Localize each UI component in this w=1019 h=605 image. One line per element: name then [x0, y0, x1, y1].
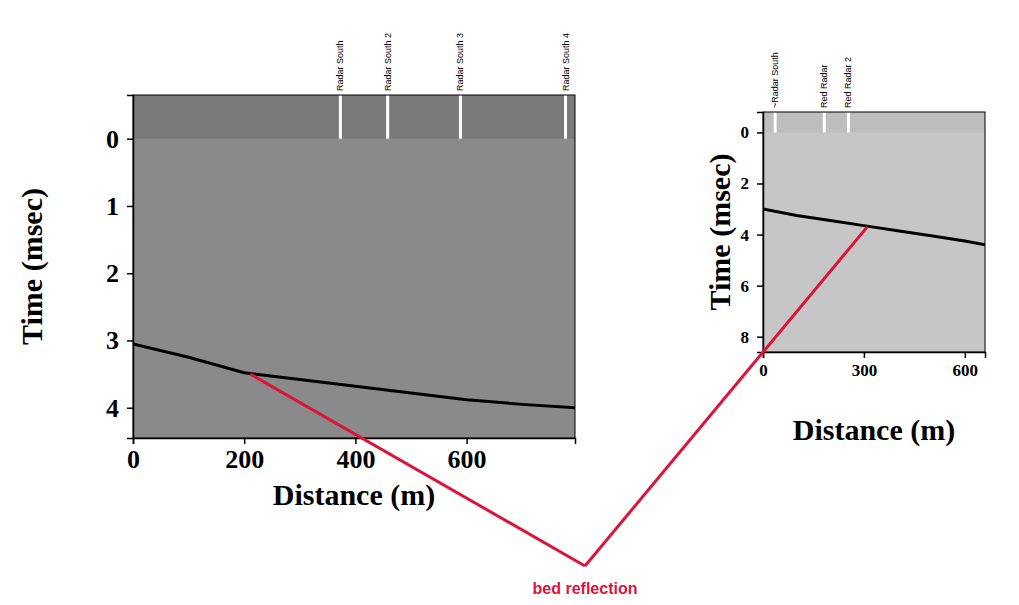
y-tick: 8: [741, 328, 764, 347]
y-tick-label: 3: [106, 326, 119, 355]
y-tick-mark: [127, 206, 133, 208]
marker-label: ~Radar South: [770, 52, 780, 108]
plot-background: [763, 112, 985, 352]
y-axis-line: [127, 96, 134, 439]
y-axis-line: [757, 113, 764, 353]
y-tick-label: 4: [741, 225, 750, 244]
panel: 0 200 400 600 0 1 2 3 4 Distance (m) Time (msec) Ra…: [15, 33, 576, 512]
marker-label: Red Radar 2: [843, 57, 853, 108]
reflector-line: [133, 344, 575, 408]
y-tick-mark: [757, 183, 763, 185]
marker-label: Radar South 3: [455, 33, 465, 91]
y-tick: 0: [106, 125, 133, 154]
x-axis: 0 200 400 600: [127, 438, 576, 474]
marker-label: Red Radar: [819, 64, 829, 108]
x-tick: 0: [127, 438, 140, 474]
y-tick-mark: [757, 132, 763, 134]
leader-line: [585, 227, 867, 566]
x-tick-label: 400: [336, 445, 375, 474]
x-tick-label: 300: [852, 361, 878, 380]
y-tick-label: 4: [106, 394, 119, 423]
marker-label: Radar South: [335, 40, 345, 91]
x-axis-title: Distance (m): [793, 413, 955, 447]
y-tick: 4: [106, 394, 133, 423]
marks: [763, 112, 985, 245]
marker-line: [386, 95, 389, 139]
y-tick-mark: [757, 285, 763, 287]
marker-line: [339, 95, 342, 139]
x-tick-label: 600: [448, 445, 487, 474]
y-tick-label: 0: [741, 123, 750, 142]
y-tick-label: 2: [741, 174, 750, 193]
x-tick: 300: [852, 352, 878, 380]
y-tick: 1: [106, 192, 133, 221]
marker-line: [774, 112, 777, 132]
header-band: [763, 112, 985, 132]
marker-line: [847, 112, 850, 132]
y-tick: 3: [106, 326, 133, 355]
marks: [133, 95, 575, 408]
header-band: [133, 95, 575, 139]
y-tick-mark: [127, 138, 133, 140]
y-tick-mark: [127, 407, 133, 409]
y-tick-label: 8: [741, 328, 750, 347]
x-axis-title: Distance (m): [273, 478, 435, 512]
annotation: bed reflection: [250, 227, 867, 597]
plot-frame: [763, 112, 985, 352]
y-axis-title: Time (msec): [15, 188, 49, 345]
x-tick: 200: [225, 438, 264, 474]
x-tick: 600: [448, 438, 487, 474]
y-tick-label: 1: [106, 192, 119, 221]
x-tick-label: 200: [225, 445, 264, 474]
x-tick-label: 600: [953, 361, 979, 380]
y-tick: 2: [741, 174, 764, 193]
y-tick-mark: [127, 273, 133, 275]
panel: 0 300 600 0 2 4 6 8 Distance (m) Time (msec) ~Rada…: [703, 52, 986, 447]
y-tick-mark: [127, 340, 133, 342]
x-axis: 0 300 600: [759, 352, 985, 380]
figure: 020040060001234Distance (m)Time (msec)Ra…: [0, 0, 1019, 605]
x-tick-mark: [244, 438, 246, 444]
y-axis: 0 1 2 3 4: [106, 96, 134, 439]
y-tick-label: 2: [106, 259, 119, 288]
marker-label: Radar South 2: [383, 33, 393, 91]
marker-label: Radar South 4: [561, 33, 571, 91]
y-tick: 6: [741, 277, 764, 296]
marker-line: [564, 95, 567, 139]
x-tick-mark: [466, 438, 468, 444]
x-tick-mark: [355, 438, 357, 444]
y-tick: 4: [741, 225, 764, 244]
x-tick-mark: [864, 352, 866, 358]
x-tick-label: 0: [127, 445, 140, 474]
y-tick-label: 6: [741, 277, 750, 296]
marker-line: [459, 95, 462, 139]
y-tick: 2: [106, 259, 133, 288]
y-tick-mark: [757, 336, 763, 338]
y-axis-title: Time (msec): [703, 154, 737, 311]
annotation-text: bed reflection: [533, 580, 638, 597]
y-tick-mark: [757, 234, 763, 236]
x-tick: 600: [953, 352, 979, 380]
x-tick-label: 0: [759, 361, 768, 380]
x-tick-mark: [965, 352, 967, 358]
marker-line: [823, 112, 826, 132]
y-tick-label: 0: [106, 125, 119, 154]
y-axis: 0 2 4 6 8: [741, 113, 764, 353]
x-axis-line: [134, 439, 576, 445]
x-axis-line: [764, 353, 986, 359]
plot-frame: [133, 95, 575, 438]
plot-background: [133, 95, 575, 438]
y-tick: 0: [741, 123, 764, 142]
leader-line: [250, 374, 585, 566]
reflector-line: [763, 209, 985, 245]
